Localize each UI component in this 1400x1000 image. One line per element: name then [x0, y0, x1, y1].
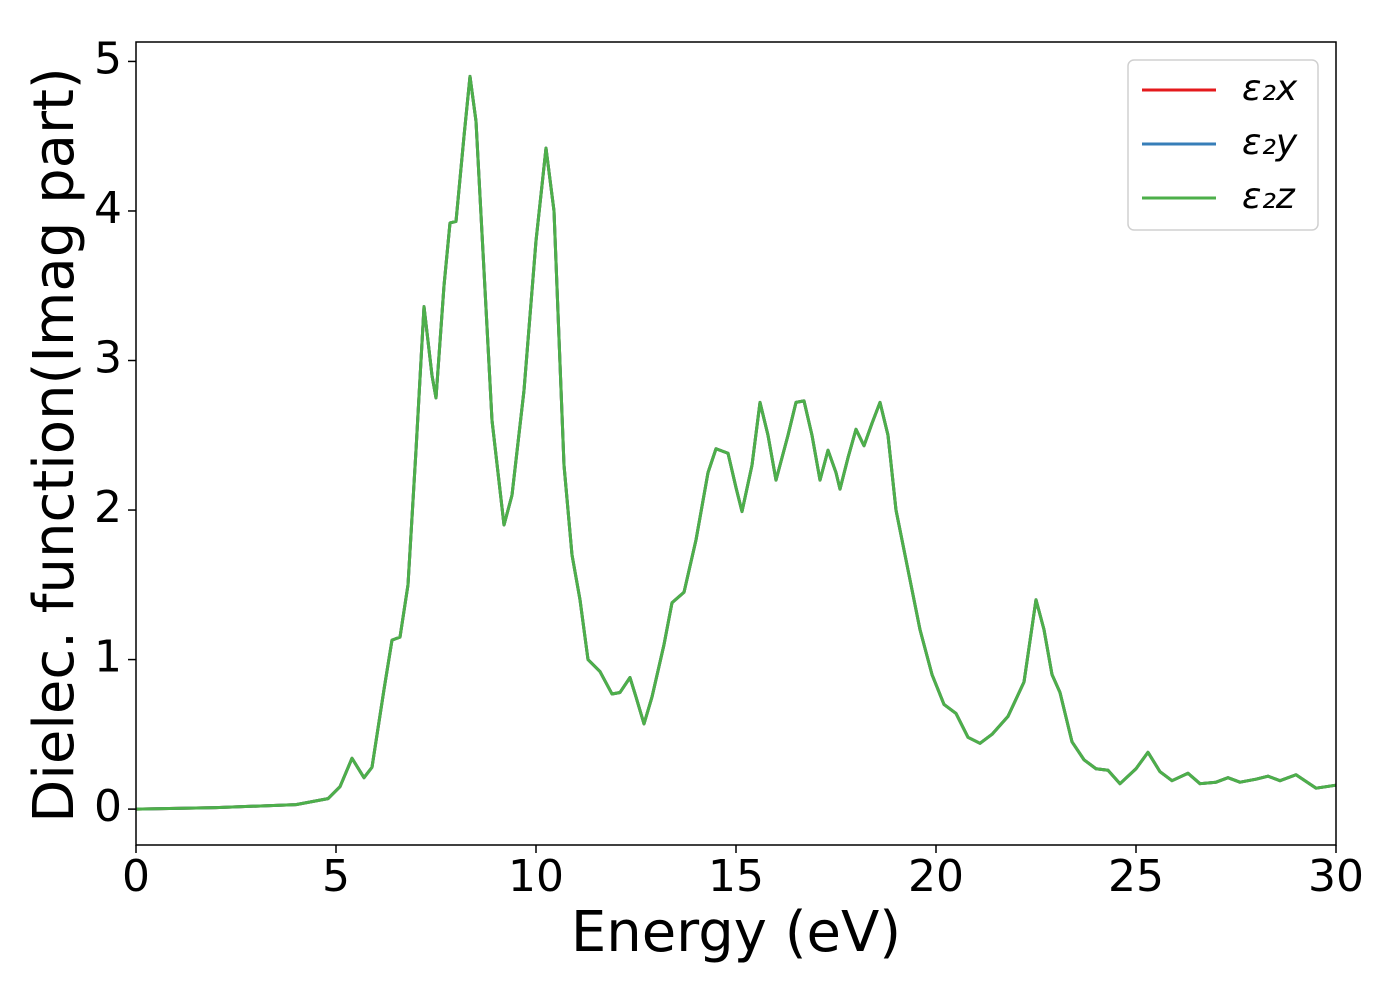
y-tick-label: 4 — [94, 183, 122, 234]
x-tick-label: 20 — [908, 851, 964, 902]
x-tick-label: 0 — [122, 851, 150, 902]
x-tick-label: 25 — [1108, 851, 1164, 902]
y-tick-label: 3 — [94, 333, 122, 384]
y-tick-label: 5 — [94, 33, 122, 84]
x-axis-label: Energy (eV) — [571, 900, 901, 965]
plot-frame — [135, 41, 1337, 846]
x-tick-label: 30 — [1308, 851, 1364, 902]
legend-label: ε₂y — [1242, 122, 1298, 163]
legend-label: ε₂z — [1242, 176, 1296, 217]
x-tick-label: 10 — [508, 851, 564, 902]
x-tick-label: 15 — [708, 851, 764, 902]
y-tick-label: 2 — [94, 482, 122, 533]
legend-box — [1127, 59, 1319, 231]
y-tick-label: 1 — [94, 632, 122, 683]
y-axis-label: Dielec. function(Imag part) — [22, 67, 87, 823]
legend-label: ε₂x — [1242, 68, 1298, 109]
x-tick-label: 5 — [322, 851, 350, 902]
series-line — [135, 74, 1337, 811]
y-tick-label: 0 — [94, 781, 122, 832]
